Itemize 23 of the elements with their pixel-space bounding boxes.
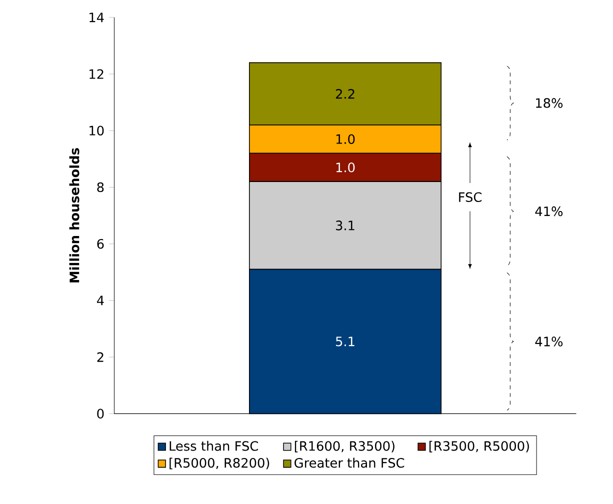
legend-label: [R1600, R3500) xyxy=(294,441,394,453)
legend-label: [R3500, R5000) xyxy=(429,441,529,453)
data-label: 1.0 xyxy=(336,134,355,144)
text: 41% xyxy=(535,206,563,216)
y-tick-label: 14 xyxy=(90,12,104,22)
y-tick-label: 10 xyxy=(90,126,104,136)
legend-label: Greater than FSC xyxy=(294,458,404,468)
text: 41% xyxy=(535,336,563,347)
legend-label: [R5000, R8200) xyxy=(170,458,270,470)
data-label: 3.1 xyxy=(336,220,354,231)
data-label: 5.1 xyxy=(336,336,354,346)
y-tick-label: 8 xyxy=(97,182,104,192)
y-tick-label: 12 xyxy=(90,69,104,79)
text: FSC xyxy=(459,192,482,202)
y-tick-label: 4 xyxy=(96,296,104,306)
y-tick-label: 0 xyxy=(97,409,104,419)
data-label: 2.2 xyxy=(336,89,354,99)
text: 18% xyxy=(536,98,563,108)
y-tick-label: 6 xyxy=(97,239,104,249)
y-axis-title: Million households xyxy=(69,148,80,283)
y-tick-label: 2 xyxy=(97,352,104,362)
legend-label: Less than FSC xyxy=(170,441,258,452)
data-label: 1.0 xyxy=(336,162,355,172)
